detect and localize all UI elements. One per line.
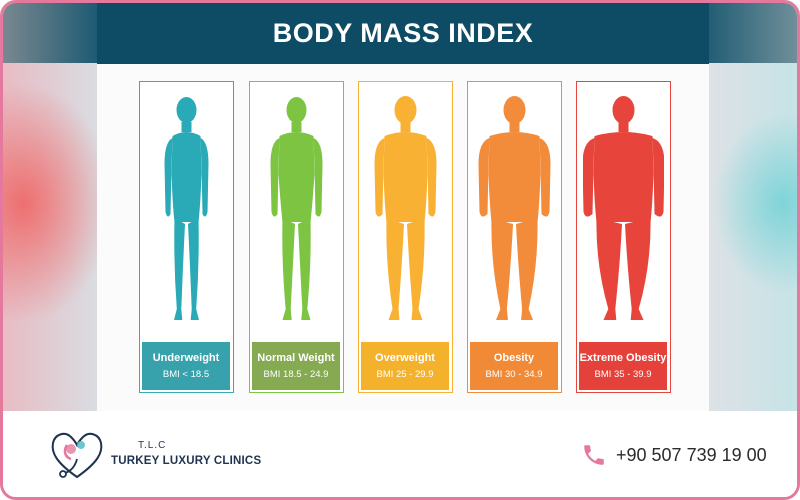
bmi-card: Obesity BMI 30 - 34.9 [467, 81, 562, 393]
bmi-label-box: Overweight BMI 25 - 29.9 [361, 342, 449, 390]
body-silhouette-icon [270, 97, 323, 320]
body-silhouette-icon [583, 96, 664, 320]
bmi-card: Extreme Obesity BMI 35 - 39.9 [576, 81, 671, 393]
bmi-range: BMI < 18.5 [162, 368, 210, 380]
body-silhouette-icon [164, 97, 209, 320]
bmi-card: Underweight BMI < 18.5 [139, 81, 234, 393]
bmi-category-name: Underweight [152, 351, 220, 364]
bmi-card: Overweight BMI 25 - 29.9 [358, 81, 453, 393]
bmi-category-name: Obesity [493, 351, 535, 364]
stethoscope-heart-icon [51, 432, 103, 479]
phone-icon [584, 445, 604, 465]
bmi-category-name: Extreme Obesity [579, 351, 667, 364]
bmi-card: Normal Weight BMI 18.5 - 24.9 [249, 81, 344, 393]
bmi-panel: BODY MASS INDEX Underweight BMI < 18.5 Nor… [97, 3, 709, 411]
bmi-category-name: Overweight [375, 351, 435, 364]
brand-abbreviation: T.L.C [138, 440, 167, 451]
bmi-range: BMI 18.5 - 24.9 [263, 368, 329, 380]
brand-name: TURKEY LUXURY CLINICS [111, 455, 262, 467]
bmi-label-box: Extreme Obesity BMI 35 - 39.9 [579, 342, 667, 390]
bmi-label-box: Obesity BMI 30 - 34.9 [470, 342, 558, 390]
body-silhouette-icon [374, 96, 437, 320]
phone-number[interactable]: +90 507 739 19 00 [616, 445, 767, 465]
bmi-label-box: Underweight BMI < 18.5 [142, 342, 230, 390]
bmi-range: BMI 25 - 29.9 [376, 368, 434, 380]
page-title: BODY MASS INDEX [272, 18, 534, 48]
bmi-range: BMI 35 - 39.9 [594, 368, 652, 380]
footer: T.L.C TURKEY LUXURY CLINICS +90 507 739 … [3, 411, 797, 497]
bmi-label-box: Normal Weight BMI 18.5 - 24.9 [252, 342, 340, 390]
bmi-category-name: Normal Weight [257, 351, 335, 364]
body-silhouette-icon [478, 96, 551, 320]
bmi-range: BMI 30 - 34.9 [485, 368, 543, 380]
title-bar: BODY MASS INDEX [97, 3, 709, 64]
